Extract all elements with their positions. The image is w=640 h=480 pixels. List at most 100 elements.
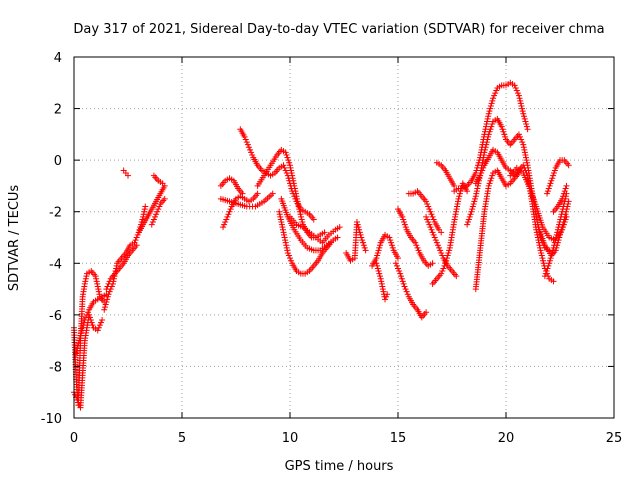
data-point [402, 224, 409, 231]
data-point [283, 151, 290, 158]
data-point [89, 322, 96, 329]
data-point [516, 95, 523, 102]
data-point [94, 280, 101, 287]
data-point [388, 242, 395, 249]
data-point [521, 149, 528, 156]
data-point [397, 270, 404, 277]
data-point [537, 244, 544, 251]
data-point [559, 208, 566, 215]
data-point [386, 234, 393, 241]
data-point [549, 247, 556, 254]
data-point [561, 188, 568, 195]
data-point [95, 288, 102, 295]
data-point [292, 188, 299, 195]
data-point [472, 193, 479, 200]
data-point [436, 244, 443, 251]
data-point [75, 342, 82, 349]
data-point [280, 162, 287, 169]
y-tick-label: -4 [49, 257, 62, 272]
data-point [398, 275, 405, 282]
data-point [293, 193, 300, 200]
data-point [468, 208, 475, 215]
data-point [552, 234, 559, 241]
data-point [106, 278, 113, 285]
data-point [321, 229, 328, 236]
data-point [550, 172, 557, 179]
data-point [360, 242, 367, 249]
data-point [399, 278, 406, 285]
data-point [248, 149, 255, 156]
data-point [550, 244, 557, 251]
data-point [140, 211, 147, 218]
data-point [551, 242, 558, 249]
data-point [220, 224, 227, 231]
data-point [544, 188, 551, 195]
grid [74, 57, 614, 418]
data-point [283, 242, 290, 249]
data-point [285, 157, 292, 164]
data-point [554, 226, 561, 233]
data-point [482, 146, 489, 153]
data-point [226, 208, 233, 215]
data-point [524, 159, 531, 166]
data-point [378, 278, 385, 285]
data-point [478, 170, 485, 177]
data-point [413, 242, 420, 249]
data-point [254, 190, 261, 197]
data-point [547, 255, 554, 262]
chart-title: Day 317 of 2021, Sidereal Day-to-day VTE… [73, 22, 604, 37]
data-point [295, 200, 302, 207]
data-point [560, 190, 567, 197]
data-point [489, 172, 496, 179]
data-point [76, 337, 83, 344]
data-point [82, 314, 89, 321]
data-point [105, 291, 112, 298]
data-point [423, 198, 430, 205]
data-point [469, 203, 476, 210]
data-point [403, 288, 410, 295]
data-point [488, 100, 495, 107]
data-point [549, 175, 556, 182]
data-point [404, 291, 411, 298]
data-point [398, 273, 405, 280]
data-point [557, 216, 564, 223]
data-point [296, 206, 303, 213]
data-point [441, 262, 448, 269]
data-point [155, 206, 162, 213]
data-point [518, 136, 525, 143]
data-point [291, 182, 298, 189]
data-point [358, 234, 365, 241]
data-point [482, 144, 489, 151]
data-point [223, 216, 230, 223]
y-tick-label: -8 [49, 360, 62, 375]
data-point [480, 164, 487, 171]
data-point [101, 304, 108, 311]
data-point [382, 296, 389, 303]
data-point [281, 164, 288, 171]
data-point [287, 255, 293, 262]
data-point [456, 190, 463, 197]
data-point [490, 95, 497, 102]
data-point [423, 309, 430, 316]
data-point [535, 237, 542, 244]
data-point [534, 231, 541, 238]
data-point [81, 280, 88, 287]
data-point [469, 206, 476, 213]
data-point [288, 167, 295, 174]
data-point [153, 211, 160, 218]
data-point [242, 136, 249, 143]
data-point [489, 121, 496, 128]
x-tick-label: 5 [178, 431, 186, 446]
data-point [387, 237, 394, 244]
data-point [355, 224, 362, 231]
data-point [72, 391, 79, 398]
data-point [473, 190, 480, 197]
data-point [554, 229, 561, 236]
data-point [141, 206, 148, 213]
x-tick-label: 15 [390, 431, 407, 446]
data-point [465, 216, 472, 223]
data-point [557, 213, 564, 220]
data-point [393, 262, 400, 269]
data-point [489, 97, 496, 104]
